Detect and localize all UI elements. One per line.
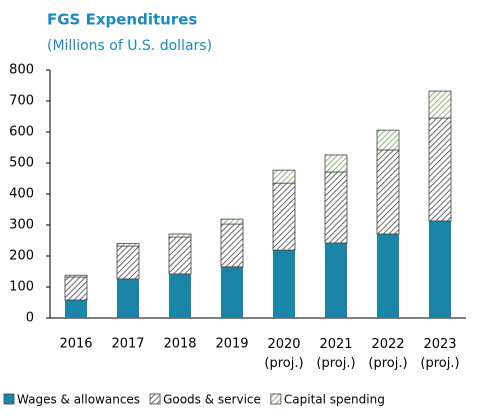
legend-swatch (3, 393, 15, 405)
x-tick-label: 2020 (proj.) (264, 337, 303, 371)
bar-segment (221, 266, 243, 318)
x-tick-label: 2018 (163, 337, 196, 352)
chart-title: FGS Expenditures (47, 11, 197, 29)
bar-segment (169, 273, 191, 318)
x-tick-label: 2023 (proj.) (420, 337, 459, 371)
bar-segment (117, 278, 139, 318)
bar-segment (273, 250, 295, 318)
chart-subtitle: (Millions of U.S. dollars) (47, 38, 212, 54)
x-tick-label: 2019 (215, 337, 248, 352)
bar-segment (116, 243, 140, 247)
y-tick-label: 600 (9, 125, 34, 140)
legend-label: Goods & service (163, 393, 261, 407)
legend-swatch (270, 393, 282, 405)
legend-swatch (149, 393, 161, 405)
bar-segment (272, 182, 296, 251)
bar-segment (64, 276, 88, 301)
bar-segment (64, 274, 88, 278)
y-tick-label: 0 (26, 311, 34, 326)
bar-segment (220, 218, 244, 225)
bar-segment (376, 149, 400, 235)
bar-segment (168, 233, 192, 238)
legend-label: Capital spending (284, 393, 385, 407)
bar-segment (428, 117, 452, 222)
legend-label: Wages & allowances (17, 393, 140, 407)
y-tick-label: 500 (9, 156, 34, 171)
y-tick-label: 400 (9, 187, 34, 202)
bar-segment (168, 236, 192, 275)
bar-segment (324, 154, 348, 173)
x-tick-label: 2021 (proj.) (316, 337, 355, 371)
bar-segment (428, 90, 452, 119)
bar-segment (429, 220, 451, 318)
x-tick-label: 2016 (59, 337, 92, 352)
y-tick-label: 200 (9, 249, 34, 264)
x-tick-label: 2022 (proj.) (368, 337, 407, 371)
bar-segment (220, 223, 244, 268)
bar-segment (377, 233, 399, 318)
y-tick-label: 300 (9, 218, 34, 233)
bar-segment (324, 171, 348, 244)
x-tick-label: 2017 (111, 337, 144, 352)
bar-segment (376, 129, 400, 151)
bar-segment (65, 300, 87, 318)
y-tick-label: 100 (9, 280, 34, 295)
bar-segment (272, 169, 296, 184)
y-tick-label: 800 (9, 63, 34, 78)
bar-segment (325, 242, 347, 318)
y-tick-label: 700 (9, 94, 34, 109)
bar-segment (116, 245, 140, 280)
